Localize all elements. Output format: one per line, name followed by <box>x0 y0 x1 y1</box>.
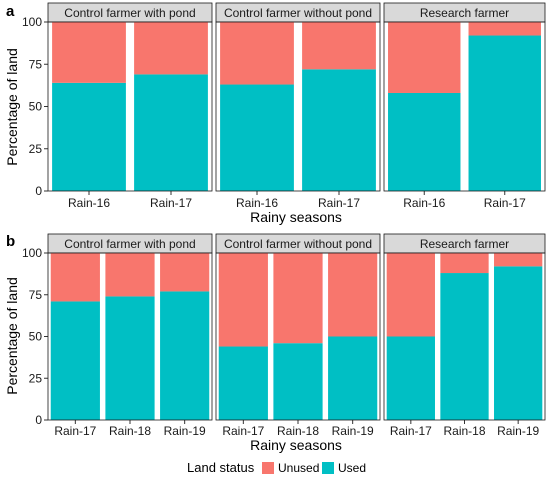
x-tick-label: Rain-17 <box>484 196 526 210</box>
y-tick-label: 100 <box>22 246 42 260</box>
facet-b-3: Research farmer Rain-17 Rain-18 Rain-19 <box>383 233 546 438</box>
facet-a-3: Research farmer Rain-16 Rain-17 <box>383 2 546 210</box>
bar-segment-unused <box>440 253 489 274</box>
facet-border <box>383 252 546 421</box>
panel-a: a Percentage of land 0 25 50 75 100 Control far… <box>4 2 546 225</box>
facet-a-1: Control farmer with pond Rain-16 Rain-17 <box>47 2 213 210</box>
bar-segment-unused <box>328 253 378 337</box>
x-tick-label: Rain-17 <box>54 424 96 438</box>
facet-border <box>383 21 546 192</box>
facet-strip-title: Control farmer with pond <box>64 6 195 20</box>
bar-segment-used <box>388 92 461 191</box>
facet-border <box>215 252 381 421</box>
x-axis-title: Rainy seasons <box>250 209 342 225</box>
facet-strip-title: Research farmer <box>420 237 509 251</box>
y-tick-label: 75 <box>29 288 43 302</box>
x-tick-label: Rain-17 <box>390 424 432 438</box>
panel-label-a: a <box>6 3 15 20</box>
bar-segment-unused <box>105 253 155 297</box>
bar-segment-unused <box>494 253 543 267</box>
legend: Land status Unused Used <box>187 460 366 475</box>
facet-strip-title: Control farmer without pond <box>224 6 372 20</box>
bar-segment-unused <box>218 253 268 347</box>
bar-segment-unused <box>220 22 294 85</box>
bar-segment-unused <box>302 22 376 70</box>
y-tick-label: 25 <box>29 371 43 385</box>
legend-swatch-used <box>322 462 334 474</box>
legend-title: Land status <box>187 460 255 475</box>
x-tick-label: Rain-17 <box>318 196 360 210</box>
y-axis-title: Percentage of land <box>4 277 20 395</box>
bar-segment-used <box>220 84 294 191</box>
legend-swatch-unused <box>262 462 274 474</box>
facet-b-1: Control farmer with pond Rain-17 Rain-18 Ra… <box>47 233 213 438</box>
x-tick-label: Rain-18 <box>109 424 151 438</box>
bar-segment-used <box>386 336 435 420</box>
facet-a-2: Control farmer without pond Rain-16 Rain-1… <box>215 2 381 210</box>
facet-strip-title: Control farmer with pond <box>64 237 195 251</box>
legend-label-unused: Unused <box>278 461 319 475</box>
facet-b-2: Control farmer without pond Rain-17 Rain-1… <box>215 233 381 438</box>
bar-segment-unused <box>52 22 126 83</box>
bar-segment-unused <box>50 253 100 302</box>
facet-strip-title: Research farmer <box>420 6 509 20</box>
bar-segment-used <box>50 301 100 420</box>
bar-segment-used <box>134 74 208 191</box>
chart-root: a Percentage of land 0 25 50 75 100 Control far… <box>4 2 546 453</box>
x-tick-label: Rain-18 <box>443 424 485 438</box>
bar-segment-unused <box>160 253 210 292</box>
bar-segment-used <box>468 35 541 191</box>
facet-border <box>215 21 381 192</box>
bar-segment-used <box>440 273 489 420</box>
x-tick-label: Rain-16 <box>403 196 445 210</box>
bar-segment-used <box>218 346 268 420</box>
x-tick-label: Rain-19 <box>164 424 206 438</box>
y-tick-label: 75 <box>29 57 43 71</box>
bar-segment-unused <box>388 22 461 93</box>
x-axis-title: Rainy seasons <box>250 437 342 453</box>
x-tick-label: Rain-19 <box>497 424 539 438</box>
bar-segment-unused <box>468 22 541 36</box>
bar-segment-used <box>273 343 323 420</box>
facet-border <box>47 21 213 192</box>
bar-segment-unused <box>386 253 435 337</box>
y-tick-label: 0 <box>35 184 42 198</box>
facet-strip-title: Control farmer without pond <box>224 237 372 251</box>
bar-segment-used <box>52 82 126 191</box>
bar-segment-used <box>302 69 376 191</box>
x-tick-label: Rain-16 <box>68 196 110 210</box>
bar-segment-used <box>328 336 378 420</box>
bar-segment-used <box>494 266 543 420</box>
y-tick-label: 100 <box>22 15 42 29</box>
y-tick-label: 0 <box>35 413 42 427</box>
x-tick-label: Rain-17 <box>150 196 192 210</box>
y-axis-title: Percentage of land <box>4 48 20 166</box>
bar-segment-used <box>105 296 155 420</box>
bar-segment-used <box>160 291 210 420</box>
bar-segment-unused <box>273 253 323 344</box>
bar-segment-unused <box>134 22 208 75</box>
y-tick-label: 50 <box>29 100 43 114</box>
panel-label-b: b <box>6 233 15 250</box>
panel-b: b Percentage of land 0 25 50 75 100 Control far… <box>4 233 546 453</box>
x-tick-label: Rain-18 <box>277 424 319 438</box>
x-tick-label: Rain-19 <box>332 424 374 438</box>
y-tick-label: 50 <box>29 330 43 344</box>
x-tick-label: Rain-17 <box>222 424 264 438</box>
y-tick-label: 25 <box>29 142 43 156</box>
x-tick-label: Rain-16 <box>236 196 278 210</box>
facet-border <box>47 252 213 421</box>
legend-label-used: Used <box>338 461 366 475</box>
